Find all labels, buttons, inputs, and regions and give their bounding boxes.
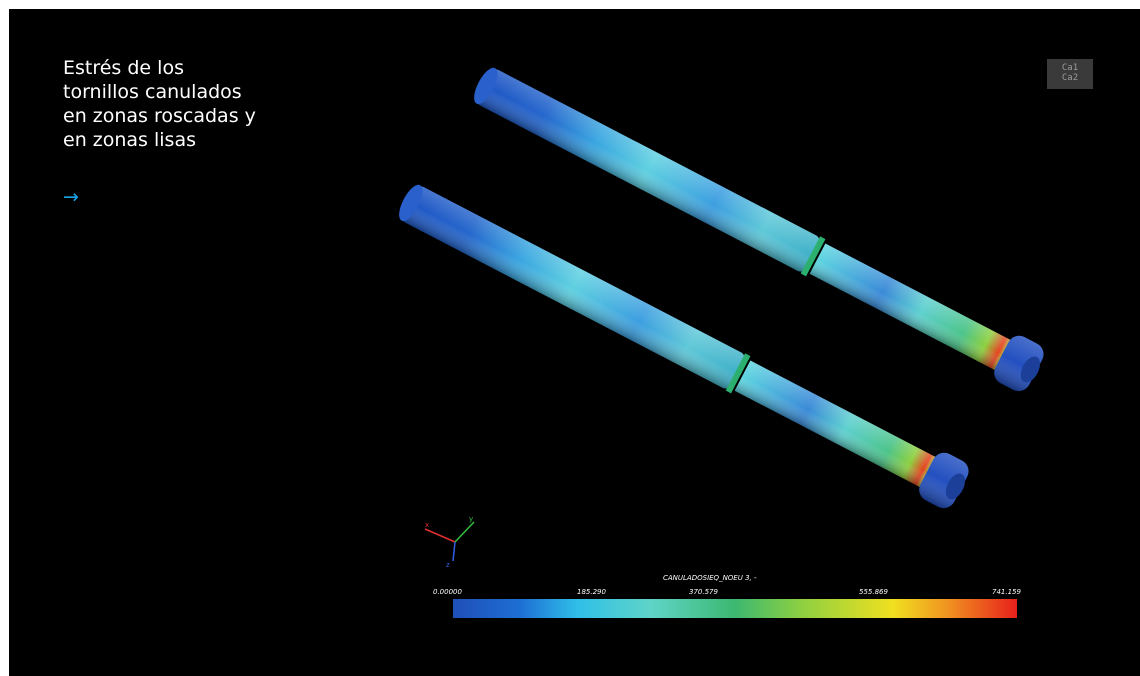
color-scale-legend: CANULADOSIEQ_NOEU 3, - 0.00000 185.290 3… [433,574,1021,618]
legend-tick-4: 741.159 [992,588,1021,596]
lower-screw [399,184,969,509]
arrow-right-icon[interactable]: → [63,186,79,208]
legend-tick-1: 185.290 [577,588,606,596]
caption-title: Estrés de los tornillos canulados en zon… [63,57,256,151]
axis-y-label: y [469,515,473,523]
legend-tick-2: 370.579 [689,588,718,596]
legend-title: CANULADOSIEQ_NOEU 3, - [663,574,757,582]
legend-color-bar [453,599,1017,618]
logo-line-1: Ca1 [1061,63,1079,73]
upper-screw [474,67,1044,392]
axes-triad: y x z [424,515,475,569]
software-logo: Ca1 Ca2 [1047,59,1093,89]
legend-tick-3: 555.869 [859,588,888,596]
screw-stress-render: y x z CANULADOSIEQ_NOEU 3, - 0.00000 185… [399,67,1044,618]
logo-line-2: Ca2 [1061,73,1079,83]
legend-tick-0: 0.00000 [433,588,462,596]
axis-z-label: z [446,561,450,569]
axis-x-label: x [425,521,429,529]
fem-viewport[interactable]: y x z CANULADOSIEQ_NOEU 3, - 0.00000 185… [9,9,1140,676]
